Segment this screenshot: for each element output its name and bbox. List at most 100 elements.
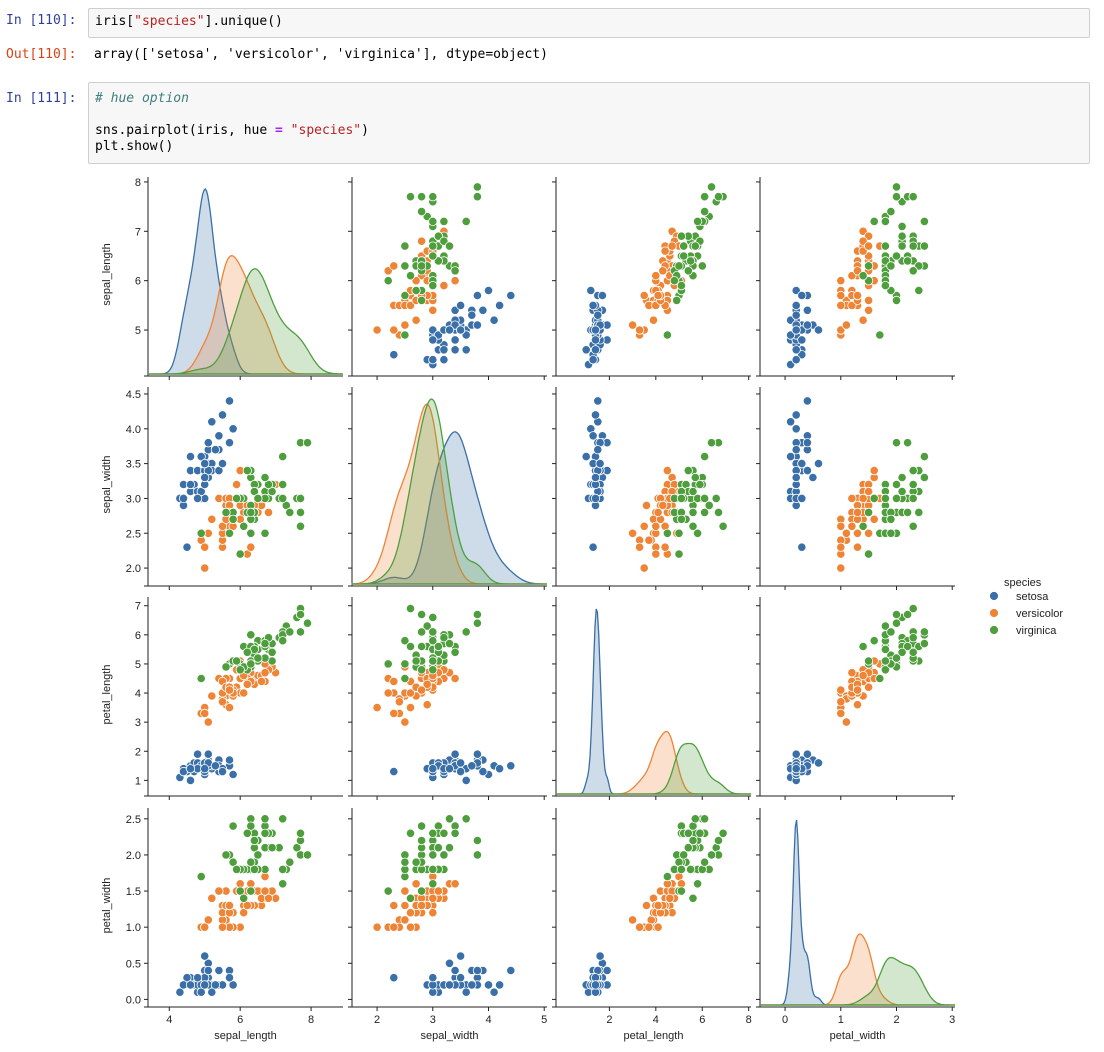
point-setosa — [590, 335, 601, 345]
point-versicolor — [389, 676, 399, 687]
x-tick-label: 5 — [541, 1014, 547, 1026]
point-virginica — [891, 609, 902, 620]
point-versicolor — [224, 900, 235, 911]
point-virginica — [472, 182, 482, 192]
point-setosa — [791, 424, 801, 434]
point-setosa — [217, 410, 228, 420]
point-versicolor — [416, 900, 427, 911]
point-setosa — [217, 458, 228, 469]
code-token: ) — [361, 123, 369, 138]
point-versicolor — [836, 290, 846, 301]
point-virginica — [260, 638, 270, 649]
y-tick-label: 1.0 — [126, 922, 141, 934]
point-setosa — [808, 472, 818, 483]
point-setosa — [506, 290, 516, 301]
kde-virginica — [352, 398, 547, 585]
point-setosa — [791, 310, 801, 320]
point-versicolor — [836, 685, 846, 695]
y-axis-label: petal_length — [101, 665, 113, 725]
point-versicolor — [863, 528, 874, 538]
point-virginica — [267, 843, 277, 853]
point-virginica — [891, 493, 902, 503]
point-setosa — [389, 766, 399, 777]
point-virginica — [690, 241, 700, 251]
point-versicolor — [841, 320, 852, 330]
point-setosa — [210, 980, 220, 990]
point-virginica — [662, 330, 673, 340]
point-virginica — [858, 271, 868, 281]
point-virginica — [405, 828, 416, 838]
point-virginica — [221, 850, 231, 860]
point-virginica — [411, 285, 421, 296]
y-tick-label: 2.0 — [126, 563, 141, 575]
point-versicolor — [428, 908, 438, 918]
point-setosa — [224, 755, 235, 765]
point-virginica — [688, 835, 698, 846]
point-virginica — [428, 241, 438, 251]
point-versicolor — [651, 521, 661, 531]
point-virginica — [285, 507, 295, 518]
point-virginica — [285, 627, 295, 637]
point-setosa — [214, 431, 224, 441]
point-virginica — [400, 261, 410, 271]
point-virginica — [405, 192, 416, 202]
point-setosa — [439, 355, 449, 365]
point-setosa — [455, 766, 466, 777]
point-setosa — [797, 335, 807, 345]
point-versicolor — [372, 702, 382, 713]
legend-label-versicolor: versicolor — [1016, 608, 1063, 620]
point-virginica — [285, 857, 295, 867]
point-setosa — [472, 290, 482, 301]
x-tick-label: 4 — [485, 1014, 491, 1026]
point-virginica — [433, 641, 443, 652]
legend-label-setosa: setosa — [1016, 591, 1049, 603]
x-axis-label: petal_length — [624, 1030, 684, 1042]
point-virginica — [249, 864, 259, 875]
point-setosa — [210, 445, 220, 455]
point-virginica — [221, 662, 231, 672]
point-virginica — [706, 438, 717, 448]
kde-virginica — [148, 268, 343, 375]
point-virginica — [706, 850, 717, 860]
point-virginica — [405, 893, 416, 903]
point-virginica — [880, 493, 891, 503]
point-virginica — [428, 879, 438, 889]
y-axis-label: petal_width — [101, 878, 113, 934]
panel-petal_length-vs-sepal_width — [348, 597, 547, 800]
x-tick-label: 1 — [838, 1014, 844, 1026]
point-setosa — [506, 761, 516, 771]
point-setosa — [802, 320, 813, 330]
point-virginica — [400, 290, 410, 301]
point-virginica — [676, 231, 687, 241]
point-setosa — [228, 769, 238, 780]
point-virginica — [428, 280, 438, 291]
point-virginica — [908, 241, 918, 251]
y-tick-label: 6 — [135, 276, 141, 288]
code-token: ].unique() — [204, 14, 283, 29]
point-virginica — [278, 479, 288, 490]
point-virginica — [224, 528, 235, 538]
point-virginica — [383, 886, 393, 896]
point-versicolor — [651, 271, 661, 281]
point-virginica — [295, 828, 306, 838]
point-setosa — [595, 458, 605, 469]
point-versicolor — [863, 486, 874, 497]
point-versicolor — [263, 507, 274, 518]
output-110: array(['setosa', 'versicolor', 'virginic… — [94, 47, 548, 62]
point-virginica — [450, 828, 460, 838]
y-tick-label: 7 — [135, 601, 141, 613]
point-setosa — [588, 300, 598, 310]
point-virginica — [679, 850, 689, 860]
x-tick-label: 3 — [949, 1014, 955, 1026]
in-prompt-111: In [111]: — [6, 91, 77, 106]
point-virginica — [688, 507, 698, 518]
point-virginica — [246, 857, 256, 867]
point-setosa — [588, 431, 598, 441]
point-versicolor — [242, 900, 252, 911]
code-input-110[interactable]: iris["species"].unique() — [88, 8, 1090, 38]
code-input-111[interactable]: # hue option sns.pairplot(iris, hue = "s… — [88, 82, 1090, 164]
point-virginica — [858, 641, 868, 652]
y-tick-label: 5 — [135, 325, 141, 337]
code-token: plt.show() — [95, 139, 174, 154]
point-versicolor — [858, 315, 868, 325]
